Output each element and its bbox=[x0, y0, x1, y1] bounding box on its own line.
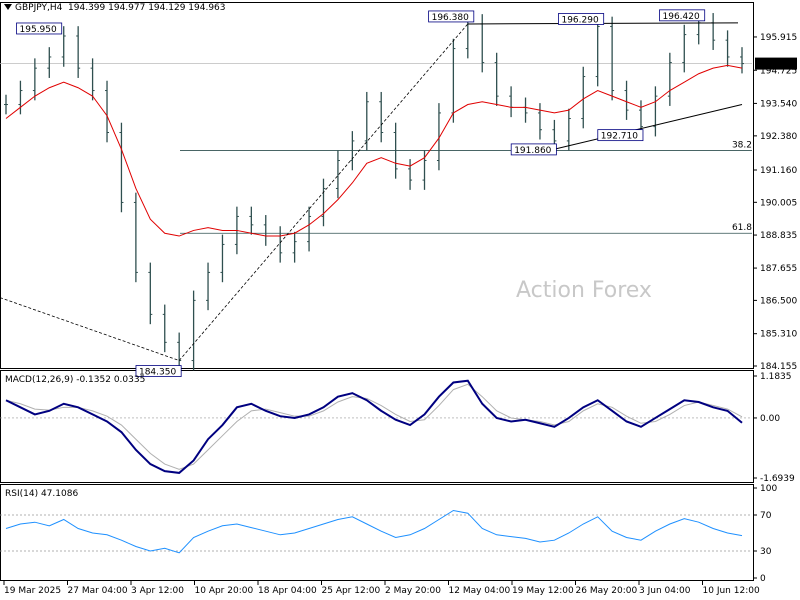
time-tick-label: 19 May 12:00 bbox=[512, 586, 574, 596]
symbol-label: GBPJPY,H4 bbox=[15, 3, 63, 13]
fib-label: 38.2 bbox=[732, 140, 752, 150]
price-tick-label: 192.380 bbox=[760, 132, 797, 142]
price-tick-label: 186.500 bbox=[760, 296, 797, 306]
macd-tick-label: -1.6939 bbox=[760, 474, 795, 484]
macd-panel-frame bbox=[0, 370, 754, 483]
rsi-line bbox=[5, 509, 743, 554]
macd-title: MACD(12,26,9) -0.1352 0.0335 bbox=[5, 375, 145, 385]
macd-signal-line bbox=[5, 383, 743, 470]
price-annotation-label: 191.860 bbox=[514, 146, 551, 156]
dropdown-triangle-icon[interactable] bbox=[4, 4, 12, 10]
current-price-label: 194.963 bbox=[760, 60, 797, 70]
price-annotation-label: 195.950 bbox=[20, 25, 57, 35]
price-annotation-label: 196.420 bbox=[663, 12, 700, 22]
price-tick-label: 193.540 bbox=[760, 99, 797, 109]
price-annotation-label: 184.350 bbox=[139, 368, 176, 378]
trendline-dashed-down bbox=[0, 297, 180, 361]
macd-tick-label: 1.1835 bbox=[760, 372, 792, 382]
watermark: Action Forex bbox=[516, 278, 652, 303]
rsi-tick-label: 70 bbox=[760, 511, 772, 521]
rsi-panel-frame bbox=[0, 484, 754, 581]
price-annotation-label: 196.290 bbox=[561, 15, 598, 25]
price-tick-label: 188.835 bbox=[760, 231, 797, 241]
fib-label: 61.8 bbox=[732, 223, 752, 233]
time-tick-label: 2 May 20:00 bbox=[385, 586, 441, 596]
price-annotation-box bbox=[659, 9, 706, 22]
price-annotation-box bbox=[510, 143, 557, 156]
price-tick-label: 191.160 bbox=[760, 166, 797, 176]
price-tick-label: 187.655 bbox=[760, 264, 797, 274]
ohlc-readout: 194.399 194.977 194.129 194.963 bbox=[68, 3, 226, 13]
time-tick-label: 19 Mar 2025 bbox=[4, 586, 61, 596]
time-tick-label: 25 Apr 12:00 bbox=[322, 586, 381, 596]
time-tick-label: 3 Apr 12:00 bbox=[131, 586, 184, 596]
time-tick-label: 3 Jun 04:00 bbox=[639, 586, 691, 596]
rsi-tick-label: 0 bbox=[760, 574, 766, 584]
rsi-tick-label: 30 bbox=[760, 547, 772, 557]
price-annotation-box bbox=[428, 10, 475, 23]
current-price-box bbox=[755, 57, 797, 70]
time-tick-label: 12 May 04:00 bbox=[449, 586, 511, 596]
trendline-dashed-up bbox=[178, 23, 469, 361]
price-tick-label: 194.725 bbox=[760, 66, 797, 76]
support-trendline bbox=[549, 104, 743, 151]
rsi-title: RSI(14) 47.1086 bbox=[5, 489, 78, 499]
macd-layer bbox=[0, 379, 752, 474]
time-tick-label: 10 Apr 20:00 bbox=[195, 586, 254, 596]
price-tick-label: 195.915 bbox=[760, 33, 797, 43]
price-annotation-box bbox=[597, 129, 644, 142]
price-tick-label: 184.155 bbox=[760, 362, 797, 372]
macd-main-line bbox=[5, 379, 743, 474]
moving-average-line bbox=[5, 64, 743, 237]
rsi-layer bbox=[0, 509, 752, 554]
time-tick-label: 26 May 20:00 bbox=[576, 586, 638, 596]
price-layer: 38.2 61.8 195.950 184.350 196.380 191.860 196.… bbox=[0, 9, 752, 378]
price-tick-label: 190.005 bbox=[760, 198, 797, 208]
price-panel-frame bbox=[0, 2, 754, 369]
macd-tick-label: 0.00 bbox=[760, 414, 780, 424]
chart-title: GBPJPY,H4 194.399 194.977 194.129 194.96… bbox=[4, 3, 226, 13]
price-annotation-box bbox=[135, 365, 182, 377]
price-annotation-label: 196.380 bbox=[432, 13, 469, 23]
time-tick-label: 18 Apr 04:00 bbox=[258, 586, 317, 596]
price-annotation-label: 192.710 bbox=[601, 132, 638, 142]
price-tick-label: 185.310 bbox=[760, 330, 797, 340]
axis-layer: 195.915 194.725 193.540 192.380 191.160 190.0… bbox=[3, 33, 797, 596]
price-annotation-box bbox=[16, 22, 63, 35]
time-tick-label: 10 Jun 12:00 bbox=[703, 586, 760, 596]
price-annotation-box bbox=[558, 13, 605, 25]
rsi-tick-label: 100 bbox=[760, 484, 777, 494]
time-tick-label: 27 Mar 04:00 bbox=[68, 586, 128, 596]
